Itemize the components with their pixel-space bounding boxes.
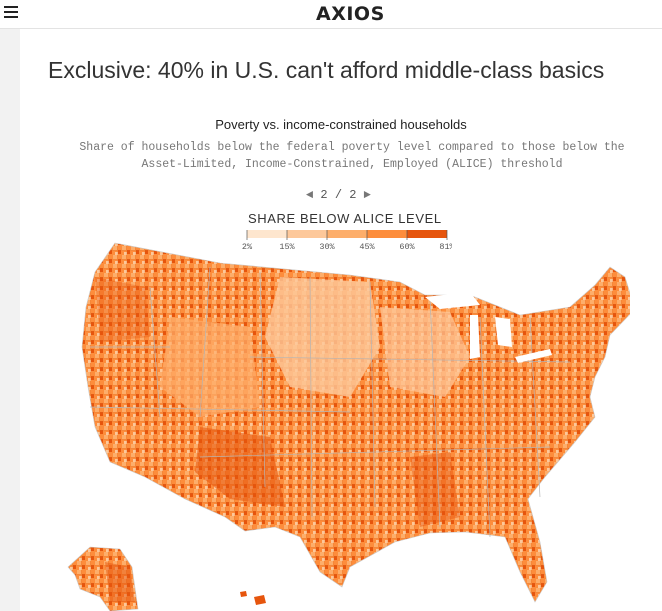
us-county-choropleth-map[interactable]: [50, 237, 630, 611]
chart-pager: ◄ 2 / 2 ►: [306, 188, 371, 202]
legend-color-bin: [367, 230, 407, 238]
legend-tick-label: 2%: [242, 242, 253, 250]
lake-superior: [425, 292, 480, 309]
pager-total: 2: [349, 188, 357, 202]
chart-subtitle-line-2: Asset-Limited, Income-Constrained, Emplo…: [141, 158, 563, 171]
pager-current: 2: [320, 188, 328, 202]
legend-color-bin: [407, 230, 447, 238]
next-chart-button[interactable]: ►: [363, 188, 371, 202]
northern-plains-region: [265, 277, 380, 397]
hamburger-menu-icon[interactable]: [4, 6, 18, 20]
delta-region: [410, 452, 460, 527]
chart-title: Poverty vs. income-constrained household…: [215, 117, 467, 132]
state-borders: [89, 266, 571, 538]
legend-tick-label: 60%: [399, 242, 415, 250]
article-body: Exclusive: 40% in U.S. can't afford midd…: [20, 29, 662, 611]
hawaii-shape: [240, 591, 266, 605]
legend-scale: 2% 15% 30% 45% 60% 81%: [242, 230, 452, 250]
chart-subtitle-line-1: Share of households below the federal po…: [79, 141, 625, 154]
lake-huron: [495, 317, 512, 347]
legend-color-bin: [247, 230, 287, 238]
previous-chart-button[interactable]: ◄: [306, 188, 314, 202]
legend-tick-label: 45%: [359, 242, 375, 250]
alaska-dark-area: [105, 562, 135, 602]
lake-michigan: [470, 315, 480, 359]
legend-color-bin: [327, 230, 367, 238]
rocky-mountain-region: [160, 317, 260, 417]
lake-erie: [515, 349, 552, 363]
legend-tick-label: 15%: [279, 242, 295, 250]
pager-separator: /: [334, 188, 343, 202]
axios-logo[interactable]: AXIOS: [316, 3, 385, 25]
top-navigation-bar: AXIOS: [0, 0, 662, 29]
legend-color-bin: [287, 230, 327, 238]
article-headline: Exclusive: 40% in U.S. can't afford midd…: [48, 57, 605, 83]
chart-subtitle: Share of households below the federal po…: [42, 139, 662, 173]
pacific-northwest-region: [95, 277, 150, 342]
legend-tick-label: 30%: [319, 242, 335, 250]
legend-tick-label: 81%: [439, 242, 452, 250]
legend-title: SHARE BELOW ALICE LEVEL: [248, 211, 442, 226]
southwest-region: [195, 427, 285, 507]
color-legend: 2% 15% 30% 45% 60% 81%: [242, 228, 452, 250]
midwest-region: [380, 307, 470, 397]
